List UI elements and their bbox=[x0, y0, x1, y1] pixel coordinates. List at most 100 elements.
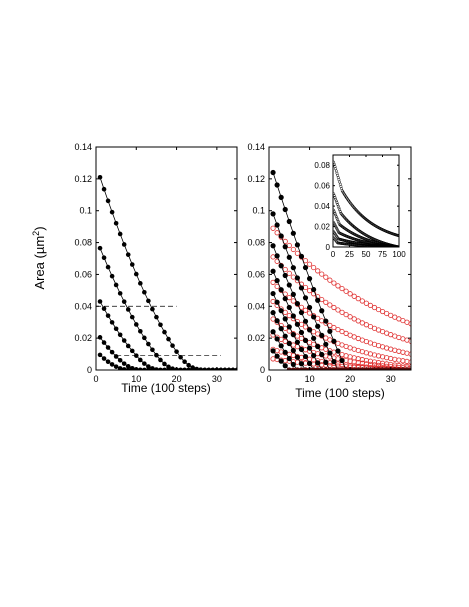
y-axis-label: Area (µm2) bbox=[31, 226, 47, 289]
right-black-series-8-point bbox=[343, 367, 349, 370]
left-y-tick-label: 0 bbox=[87, 365, 92, 375]
right-red-series-1-point bbox=[355, 296, 361, 302]
right-black-series-4-point bbox=[311, 352, 317, 359]
right-black-series-1-point bbox=[282, 206, 288, 213]
left-series-3-point bbox=[129, 348, 135, 354]
left-series-2-point bbox=[105, 264, 111, 270]
left-series-1-point bbox=[182, 359, 187, 365]
right-black-series-8-point bbox=[375, 367, 382, 370]
inset-y-tick-label: 0 bbox=[326, 243, 331, 252]
left-series-5-point bbox=[117, 366, 123, 370]
right-black-series-6-point bbox=[282, 333, 288, 339]
right-x-tick-label: 30 bbox=[386, 374, 396, 384]
right-y-tick-label: 0.06 bbox=[247, 269, 265, 279]
left-series-4-point bbox=[109, 349, 115, 355]
right-black-series-4-point bbox=[306, 345, 313, 351]
right-black-series-8-point bbox=[335, 367, 341, 370]
left-series-2-point bbox=[162, 361, 167, 367]
left-series-3-point bbox=[138, 357, 143, 363]
inset-series-2-point bbox=[334, 197, 338, 201]
inset-series-2-point bbox=[333, 192, 336, 196]
left-series-1-point bbox=[113, 220, 119, 226]
y-axis-label-prefix: Area ( bbox=[32, 253, 47, 289]
left-series-4-point bbox=[117, 357, 123, 363]
right-x-tick-label: 20 bbox=[345, 374, 355, 384]
right-black-series-3-point bbox=[315, 343, 321, 350]
right-red-series-1-point bbox=[347, 291, 353, 297]
left-series-1-point bbox=[138, 281, 143, 286]
right-black-series-2-point bbox=[315, 323, 321, 329]
inset-y-tick-label: 0.06 bbox=[314, 182, 330, 191]
right-red-series-5-point bbox=[298, 335, 305, 341]
right-black-series-4-point bbox=[282, 296, 288, 302]
right-black-series-8-point bbox=[282, 363, 288, 369]
left-axes-frame bbox=[95, 146, 238, 371]
right-black-series-8-point bbox=[359, 367, 365, 370]
left-series-1-point bbox=[125, 252, 131, 257]
inset-series-2-point bbox=[337, 206, 341, 210]
right-red-series-5-point bbox=[306, 339, 313, 346]
right-black-series-1-point bbox=[290, 230, 296, 236]
right-panel: 0 10 20 30 0 0.02 0.04 0.06 0.08 0.1 0.12 0.14 Time… bbox=[247, 142, 412, 400]
left-series-5-point bbox=[198, 367, 204, 370]
left-series-4-point bbox=[125, 364, 131, 369]
right-black-series-1-point bbox=[323, 318, 329, 324]
right-black-series-2-point bbox=[306, 304, 313, 311]
inset-series-2-point bbox=[336, 202, 340, 206]
y-axis-label-power: 2 bbox=[31, 231, 41, 236]
inset-series-3-point bbox=[335, 216, 339, 220]
left-series-5-point bbox=[186, 367, 191, 370]
right-black-series-8-point bbox=[302, 367, 309, 370]
right-black-series-8-point bbox=[323, 367, 329, 370]
left-series-3-point bbox=[146, 364, 151, 369]
right-black-series-1-point bbox=[327, 328, 333, 334]
right-red-series-3-point bbox=[331, 324, 337, 331]
right-black-series-2-point bbox=[298, 285, 305, 291]
left-series-4-point bbox=[121, 361, 127, 366]
left-series-5-point bbox=[234, 367, 237, 370]
inset-series-2-point bbox=[334, 199, 338, 203]
right-black-series-8-point bbox=[319, 367, 325, 370]
right-black-series-4-point bbox=[278, 287, 284, 293]
inset-plot: 0 25 50 75 100 0 0.02 0.04 0.06 0.08 bbox=[314, 154, 406, 259]
left-series-3-point bbox=[109, 320, 115, 325]
right-black-series-8-point bbox=[270, 348, 276, 354]
right-black-series-7-point bbox=[282, 349, 288, 355]
inset-x-tick-label: 25 bbox=[345, 250, 354, 259]
left-series-1-point bbox=[109, 209, 115, 215]
right-red-series-3-point bbox=[339, 328, 345, 335]
right-y-tick-label: 0.08 bbox=[247, 238, 265, 248]
right-black-series-8-point bbox=[351, 367, 357, 370]
right-black-series-3-point bbox=[278, 263, 284, 269]
right-black-series-5-point bbox=[298, 346, 305, 353]
right-red-series-1-point bbox=[319, 271, 325, 277]
right-black-series-1-point bbox=[339, 357, 345, 364]
left-y-tick-label: 0.04 bbox=[74, 301, 92, 311]
right-black-series-4-point bbox=[315, 360, 321, 366]
inset-x-tick-label: 50 bbox=[362, 250, 371, 259]
left-series-1-point bbox=[142, 289, 147, 295]
right-black-series-5-line bbox=[272, 293, 411, 370]
right-black-series-8-point bbox=[274, 353, 280, 359]
left-series-4-point bbox=[97, 335, 103, 340]
left-x-tick-label: 30 bbox=[212, 374, 222, 384]
right-black-series-7-point bbox=[270, 329, 276, 335]
inset-series-3-point bbox=[333, 208, 336, 212]
left-series-1-point bbox=[150, 306, 155, 312]
right-black-series-3-point bbox=[311, 335, 317, 341]
right-black-series-8-point bbox=[400, 367, 406, 370]
left-series-5-point bbox=[109, 362, 115, 367]
left-series-5-point bbox=[226, 367, 232, 370]
right-black-series-8-point bbox=[380, 367, 386, 370]
right-black-series-3-line bbox=[272, 245, 411, 370]
right-black-series-4-point bbox=[286, 304, 292, 311]
right-black-series-1-point bbox=[286, 218, 292, 225]
right-black-series-2-point bbox=[311, 314, 317, 320]
right-red-series-1-point bbox=[315, 268, 321, 274]
left-x-tick-label: 20 bbox=[172, 374, 182, 384]
left-series-4-point bbox=[113, 354, 119, 359]
right-black-series-3-point bbox=[323, 359, 329, 365]
inset-y-tick-label: 0.08 bbox=[314, 161, 330, 170]
right-black-series-4-point bbox=[294, 321, 300, 327]
right-red-series-4-point bbox=[379, 354, 386, 360]
